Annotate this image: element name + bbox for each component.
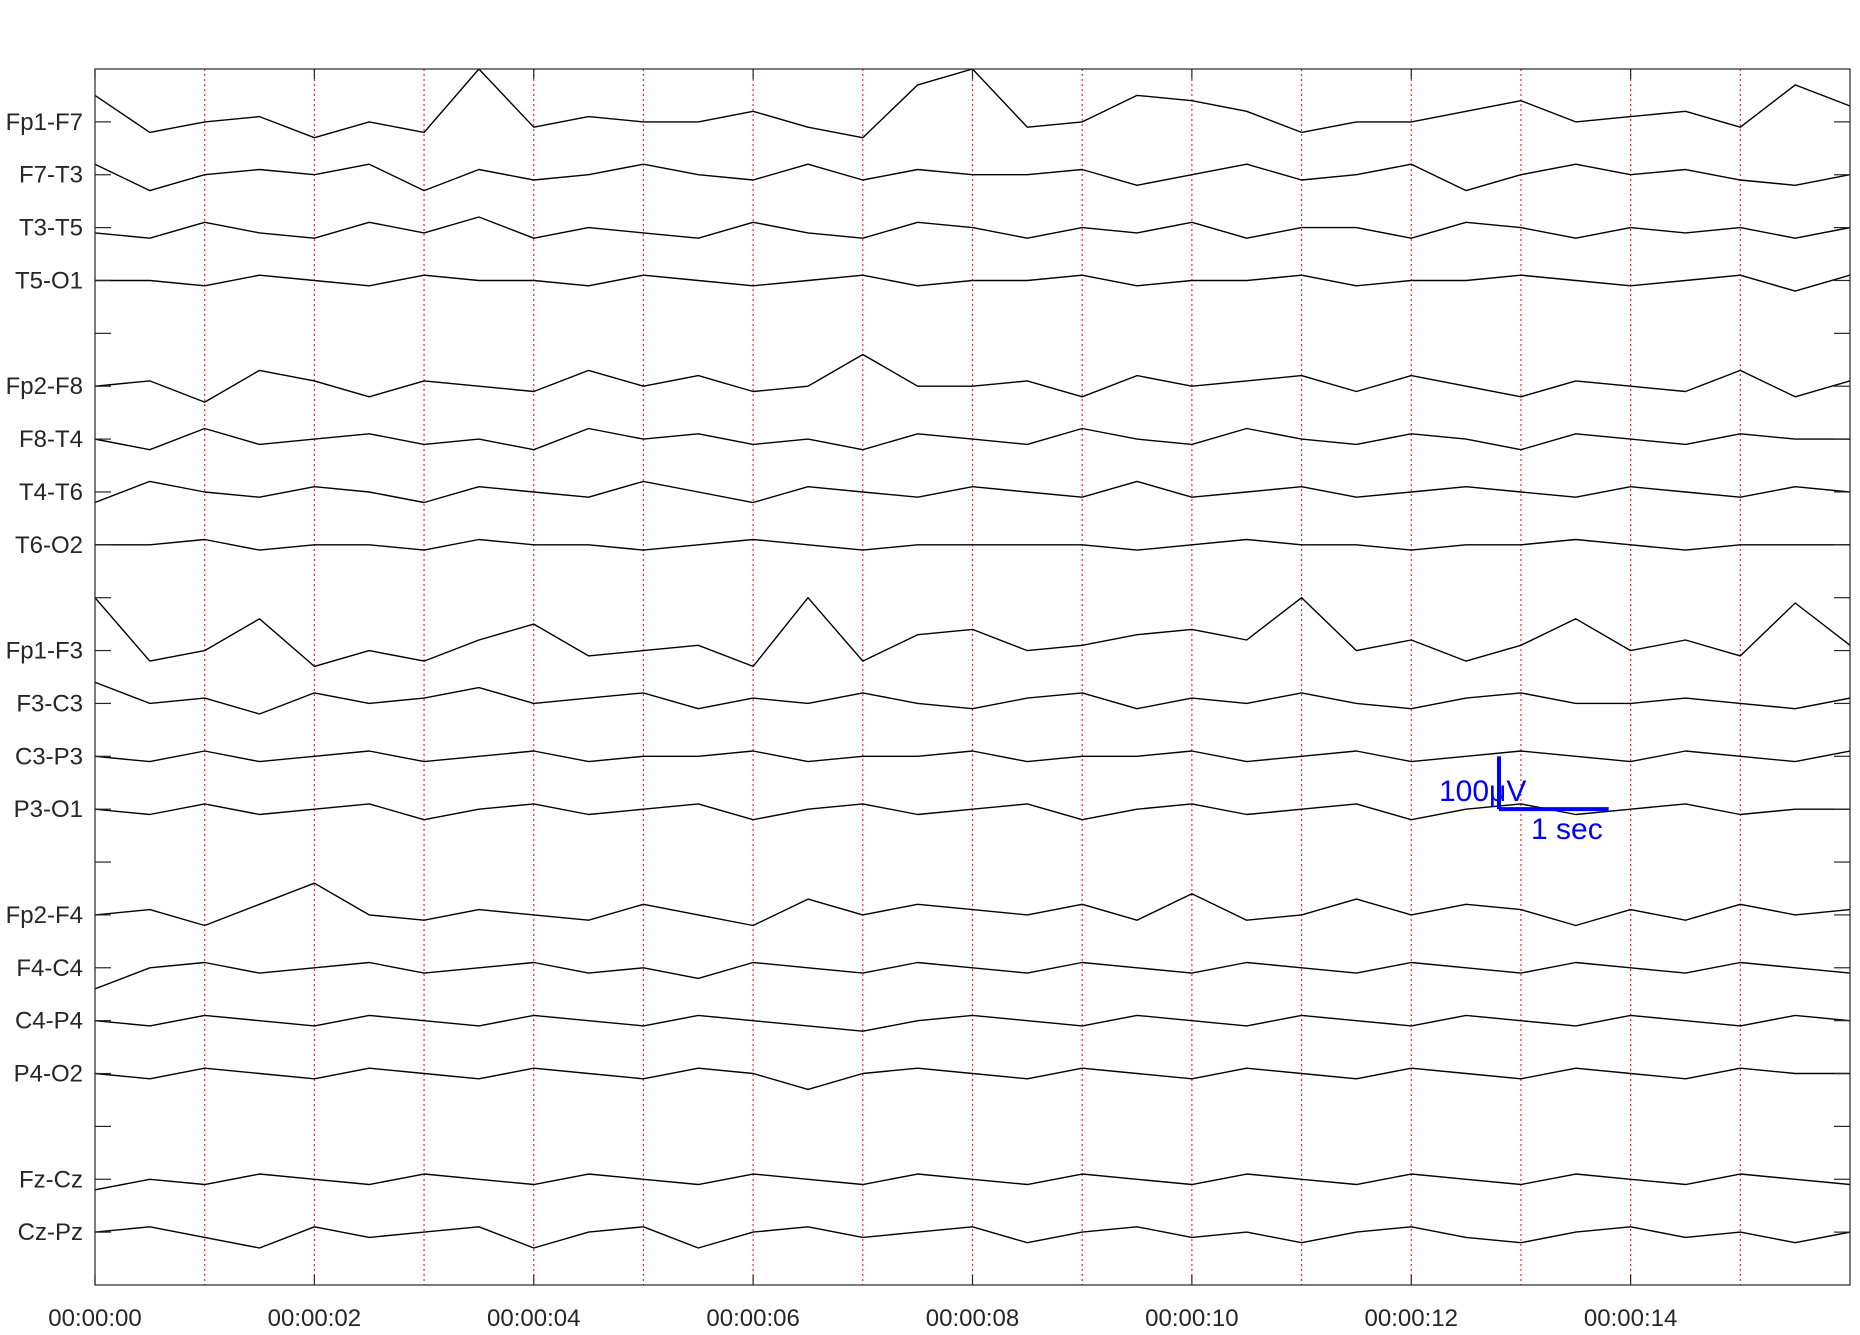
y-tick-label: Fp2-F8: [6, 373, 83, 400]
eeg-trace: [95, 1226, 1850, 1249]
y-tick-label: T5-O1: [15, 267, 83, 294]
y-tick-label: T4-T6: [19, 479, 83, 506]
eeg-trace: [95, 427, 1850, 451]
eeg-trace: [95, 480, 1850, 504]
eeg-trace: [95, 681, 1850, 715]
eeg-trace: [95, 538, 1850, 551]
eeg-trace: [95, 750, 1850, 763]
eeg-trace: [95, 882, 1850, 927]
x-tick-label: 00:00:10: [1145, 1305, 1238, 1332]
eeg-trace: [95, 353, 1850, 403]
eeg-trace: [95, 1067, 1850, 1091]
eeg-trace: [95, 1173, 1850, 1191]
y-tick-label: Fp1-F7: [6, 109, 83, 136]
eeg-trace: [95, 961, 1850, 990]
y-tick-label: Fp2-F4: [6, 902, 83, 929]
traces-layer: [95, 69, 1850, 1249]
y-tick-label: C4-P4: [15, 1008, 83, 1035]
y-tick-label: F3-C3: [16, 690, 83, 717]
y-tick-label: P4-O2: [14, 1061, 83, 1088]
y-tick-label: Fp1-F3: [6, 638, 83, 665]
eeg-trace: [95, 69, 1850, 139]
y-tick-label: F7-T3: [19, 162, 83, 189]
x-tick-label: 00:00:14: [1584, 1305, 1677, 1332]
y-tick-label: F8-T4: [19, 426, 83, 453]
eeg-trace: [95, 216, 1850, 239]
axes-layer: 00:00:00 00:00:02 00:00:04 00:00:06 00:00:08…: [6, 69, 1850, 1332]
y-tick-label: T6-O2: [15, 532, 83, 559]
y-tick-label: T3-T5: [19, 215, 83, 242]
eeg-trace: [95, 1014, 1850, 1032]
y-tick-label: C3-P3: [15, 743, 83, 770]
x-tick-label: 00:00:02: [268, 1305, 361, 1332]
y-tick-label: Cz-Pz: [18, 1219, 83, 1246]
eeg-trace: [95, 597, 1850, 668]
x-tick-label: 00:00:04: [487, 1305, 580, 1332]
y-tick-label: P3-O1: [14, 796, 83, 823]
scale-bar-time-label: 1 sec: [1531, 813, 1603, 846]
x-tick-label: 00:00:12: [1365, 1305, 1458, 1332]
x-tick-label: 00:00:00: [48, 1305, 141, 1332]
y-tick-label: Fz-Cz: [19, 1166, 83, 1193]
scale-bar-voltage-label: 100μV: [1439, 775, 1526, 808]
y-tick-label: F4-C4: [16, 955, 83, 982]
eeg-trace: [95, 274, 1850, 292]
x-tick-label: 00:00:06: [706, 1305, 799, 1332]
x-tick-label: 00:00:08: [926, 1305, 1019, 1332]
eeg-trace: [95, 163, 1850, 192]
